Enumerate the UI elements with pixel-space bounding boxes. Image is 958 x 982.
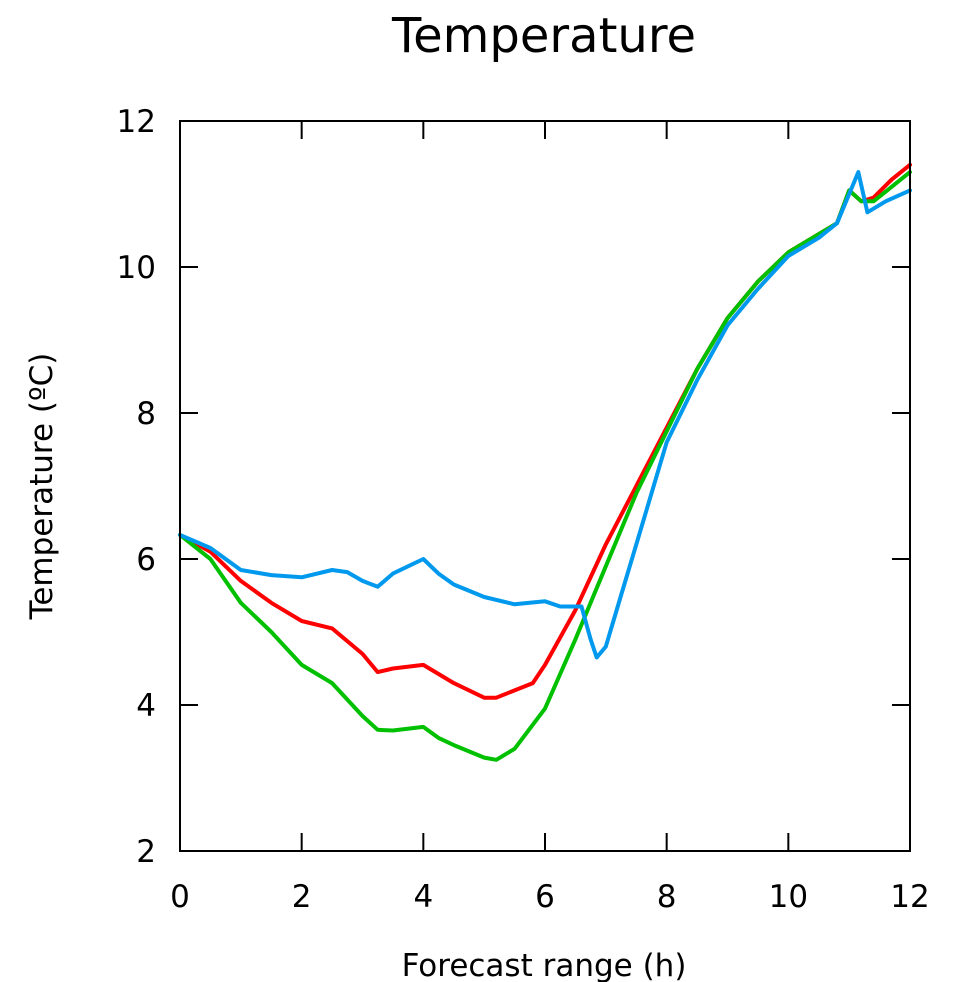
x-axis-label: Forecast range (h)	[402, 948, 687, 982]
x-tick-labels: 0 2 4 6 8 10 12	[170, 879, 930, 915]
y-tick-label: 6	[136, 542, 156, 578]
plot-frame	[179, 120, 911, 852]
x-tick-label: 6	[535, 879, 555, 915]
x-tick-label: 10	[769, 879, 808, 915]
axis-ticks	[179, 120, 911, 852]
y-tick-label: 2	[136, 834, 156, 870]
x-tick-label: 4	[413, 879, 433, 915]
chart-title: Temperature	[391, 8, 696, 64]
x-tick-label: 12	[890, 879, 929, 915]
x-tick-label: 2	[292, 879, 312, 915]
y-tick-label: 4	[136, 688, 156, 724]
series-line-2	[178, 170, 912, 762]
series-lines	[178, 162, 912, 762]
y-tick-label: 10	[117, 250, 156, 286]
x-tick-label: 0	[170, 879, 190, 915]
y-axis-label: Temperature (ºC)	[24, 353, 60, 621]
y-tick-labels: 2 4 6 8 10 12	[117, 104, 156, 870]
series-line-3	[178, 170, 912, 660]
x-tick-label: 8	[657, 879, 677, 915]
y-tick-label: 12	[117, 104, 156, 140]
y-tick-label: 8	[136, 396, 156, 432]
